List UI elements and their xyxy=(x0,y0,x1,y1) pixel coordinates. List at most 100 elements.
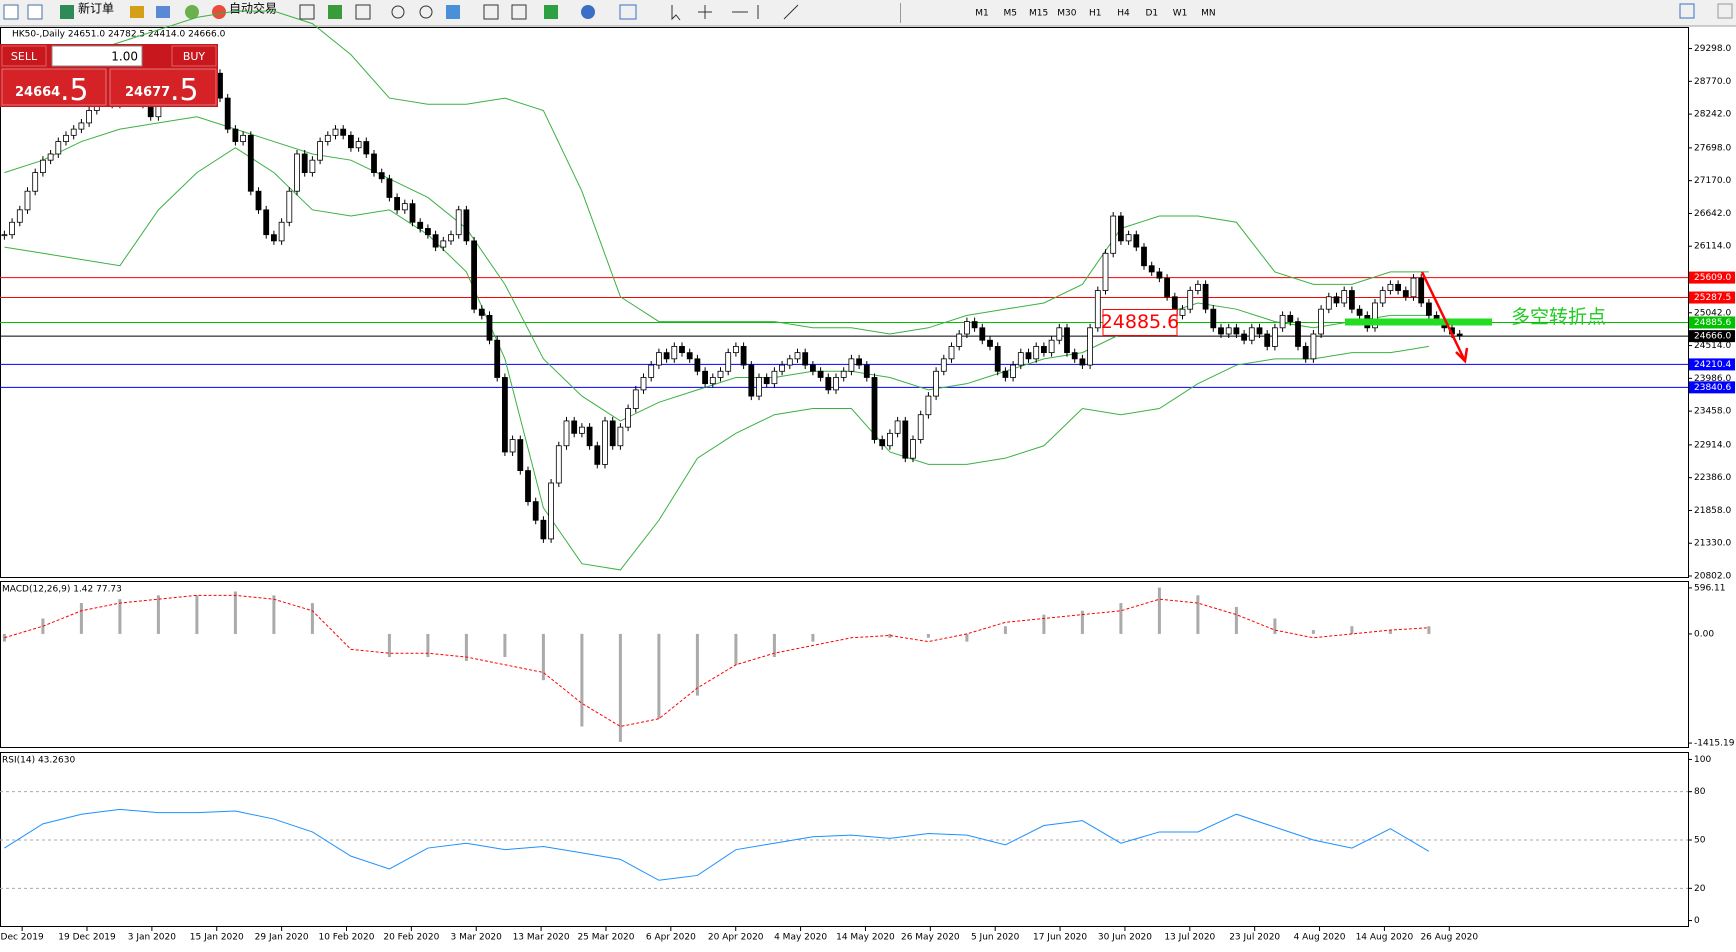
candle xyxy=(1387,283,1394,291)
candle xyxy=(1333,296,1340,304)
candle xyxy=(987,339,993,347)
x-tick-label: 10 Feb 2020 xyxy=(318,933,374,943)
candle xyxy=(733,346,739,354)
candle xyxy=(910,439,916,459)
candle xyxy=(478,308,485,316)
timeframe-button[interactable]: MN xyxy=(1201,9,1216,19)
candle xyxy=(355,141,362,149)
buy-button[interactable] xyxy=(171,45,217,67)
level-label: 25609.0 xyxy=(1694,273,1731,283)
main-panel xyxy=(0,27,1689,578)
timeframe-button[interactable]: D1 xyxy=(1145,9,1158,19)
candle xyxy=(309,159,316,173)
indicator-line xyxy=(4,808,1430,881)
candle xyxy=(1148,265,1155,273)
x-tick-label: 4 May 2020 xyxy=(774,933,827,943)
buy-price-fraction[interactable]: .5 xyxy=(170,73,199,108)
x-tick-label: 15 Jan 2020 xyxy=(190,933,244,943)
timeframe-button[interactable]: M5 xyxy=(1004,9,1018,19)
buy-price[interactable]: 24677 xyxy=(125,85,170,100)
annotation-box xyxy=(1102,308,1178,336)
timeframe-button[interactable]: M30 xyxy=(1057,9,1076,19)
candle xyxy=(86,110,92,124)
timeframe-button[interactable]: H1 xyxy=(1089,9,1102,19)
timeframe-button[interactable]: M15 xyxy=(1029,9,1048,19)
candle xyxy=(1064,327,1070,354)
level-label-bg xyxy=(1689,330,1735,343)
candle xyxy=(1418,277,1425,304)
candle xyxy=(1402,290,1409,298)
candle xyxy=(771,370,778,385)
candle xyxy=(1025,352,1032,360)
candle xyxy=(386,178,393,198)
lots-value[interactable]: 1.00 xyxy=(111,50,138,64)
candle xyxy=(679,346,685,354)
candle xyxy=(270,234,277,242)
candle xyxy=(70,128,77,136)
candle xyxy=(956,333,963,347)
candle xyxy=(1017,352,1024,366)
y-tick-label: 80 xyxy=(1694,787,1706,797)
y-tick-label: 29298.0 xyxy=(1694,44,1731,54)
candle xyxy=(1041,346,1047,354)
candle xyxy=(1279,314,1286,329)
sell-button[interactable] xyxy=(1,45,47,67)
sell-price[interactable]: 24664 xyxy=(15,85,60,100)
x-tick-label: 13 Mar 2020 xyxy=(513,933,570,943)
candle xyxy=(763,377,770,385)
candle xyxy=(964,321,970,335)
candle xyxy=(440,240,447,248)
sell-price-box[interactable] xyxy=(1,68,107,106)
candle xyxy=(278,221,285,242)
sell-label[interactable]: SELL xyxy=(11,50,38,63)
buy-price-box[interactable] xyxy=(109,68,217,106)
toolbar-label[interactable]: 新订单 xyxy=(78,1,114,16)
y-tick-label: 25042.0 xyxy=(1694,308,1731,318)
candle xyxy=(640,377,647,391)
candle xyxy=(887,432,893,447)
x-tick-label: 4 Aug 2020 xyxy=(1294,933,1346,943)
x-tick-label: 29 Jan 2020 xyxy=(255,933,309,943)
candle xyxy=(1087,327,1093,366)
timeframe-button[interactable]: M1 xyxy=(975,9,989,19)
timeframe-button[interactable]: H4 xyxy=(1117,9,1130,19)
candle xyxy=(717,370,724,378)
candle xyxy=(378,172,385,180)
candle xyxy=(725,352,732,372)
level-label: 24885.6 xyxy=(1694,318,1731,328)
lots-input[interactable] xyxy=(51,45,143,67)
candle xyxy=(1141,246,1147,267)
candle xyxy=(1272,327,1278,347)
y-tick-label: 27698.0 xyxy=(1694,143,1731,153)
candle xyxy=(617,426,624,447)
candle xyxy=(802,352,809,366)
buy-label[interactable]: BUY xyxy=(183,50,206,63)
candle xyxy=(294,153,300,192)
arrow xyxy=(1420,271,1469,364)
candle xyxy=(363,141,370,155)
candle xyxy=(779,364,785,372)
indicator-label: MACD(12,26,9) 1.42 77.73 xyxy=(2,585,122,595)
candle xyxy=(1125,234,1132,242)
candle xyxy=(63,134,69,142)
toolbar-label[interactable]: 自动交易 xyxy=(229,1,277,16)
candle xyxy=(525,470,531,503)
candle xyxy=(1179,308,1186,316)
candle xyxy=(16,209,23,223)
turning-note: 多空转折点 xyxy=(1511,306,1606,328)
candle xyxy=(1302,346,1309,360)
level-label: 23840.6 xyxy=(1694,383,1731,393)
candle xyxy=(1164,277,1170,298)
candle xyxy=(1341,290,1348,304)
y-tick-label: 26642.0 xyxy=(1694,209,1731,219)
candle xyxy=(1102,252,1109,291)
candle xyxy=(794,352,801,360)
candle xyxy=(879,439,886,447)
sell-price-fraction[interactable]: .5 xyxy=(60,73,89,108)
level-label: 25287.5 xyxy=(1694,293,1731,303)
y-tick-label: 21858.0 xyxy=(1694,506,1731,516)
candle xyxy=(1395,283,1401,291)
timeframe-button[interactable]: W1 xyxy=(1173,9,1188,19)
candle xyxy=(409,203,416,223)
candle xyxy=(1202,283,1209,310)
